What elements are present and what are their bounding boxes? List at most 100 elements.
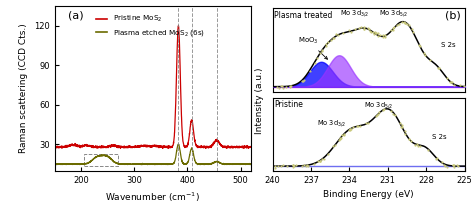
Point: [390, 113, 397, 116]
Point: [287, 84, 294, 87]
Point: [329, 36, 337, 39]
Point: [375, 111, 383, 114]
Point: [436, 66, 443, 70]
Point: [438, 161, 446, 164]
Point: [425, 148, 432, 151]
Point: [451, 165, 458, 168]
Text: S 2s: S 2s: [432, 134, 447, 140]
Point: [336, 138, 344, 141]
Point: [398, 125, 405, 128]
X-axis label: Binding Energy (eV): Binding Energy (eV): [323, 190, 414, 199]
Point: [392, 114, 399, 117]
Point: [329, 145, 337, 148]
Point: [275, 86, 283, 89]
Point: [339, 32, 346, 35]
Point: [374, 113, 382, 116]
Point: [411, 143, 419, 146]
Point: [325, 40, 332, 43]
Point: [360, 26, 368, 29]
Point: [380, 35, 387, 39]
Point: [306, 69, 314, 73]
Text: Plasma treated: Plasma treated: [274, 11, 333, 20]
Point: [372, 115, 380, 118]
Point: [435, 66, 443, 69]
Point: [279, 87, 287, 90]
Point: [453, 164, 461, 167]
Point: [327, 38, 335, 41]
Point: [372, 32, 379, 35]
Point: [414, 144, 422, 147]
Point: [315, 159, 322, 162]
Point: [417, 45, 424, 48]
Point: [318, 158, 325, 161]
Point: [387, 109, 395, 113]
Point: [396, 122, 404, 125]
Point: [379, 108, 387, 112]
Point: [406, 138, 413, 141]
Point: [391, 26, 398, 29]
Point: [373, 32, 380, 35]
Point: [351, 27, 358, 30]
Text: Mo 3d$_{5/2}$: Mo 3d$_{5/2}$: [379, 9, 408, 19]
Point: [380, 107, 387, 111]
Point: [443, 76, 451, 80]
Point: [450, 164, 457, 167]
Point: [345, 128, 353, 132]
Point: [408, 139, 415, 143]
Point: [316, 160, 324, 163]
Point: [316, 159, 324, 162]
Point: [354, 125, 361, 128]
Point: [322, 44, 329, 47]
Point: [379, 33, 386, 36]
Point: [393, 24, 401, 27]
Point: [324, 152, 332, 155]
X-axis label: Wavenumber (cm$^{-1}$): Wavenumber (cm$^{-1}$): [105, 190, 201, 202]
Point: [360, 27, 368, 31]
Point: [390, 27, 397, 30]
Text: Mo 3d$_{3/2}$: Mo 3d$_{3/2}$: [318, 118, 346, 129]
Point: [371, 31, 379, 34]
Point: [401, 130, 409, 133]
Point: [426, 58, 434, 61]
Point: [370, 32, 378, 36]
Point: [340, 133, 347, 136]
Y-axis label: Raman scattering (CCD Cts.): Raman scattering (CCD Cts.): [19, 23, 28, 153]
Point: [449, 164, 457, 167]
Point: [303, 163, 311, 166]
Point: [366, 29, 374, 32]
Point: [395, 22, 402, 25]
Point: [304, 164, 311, 167]
Point: [320, 158, 328, 161]
Point: [286, 85, 294, 88]
Point: [365, 26, 372, 29]
Point: [374, 32, 382, 35]
Point: [282, 85, 290, 88]
Point: [441, 163, 448, 167]
Point: [399, 20, 406, 24]
Point: [301, 163, 308, 166]
Point: [353, 124, 360, 127]
Point: [435, 67, 442, 70]
Point: [330, 36, 338, 39]
Point: [347, 30, 355, 33]
Point: [313, 56, 321, 59]
Point: [335, 138, 342, 141]
Point: [332, 144, 339, 147]
Point: [408, 28, 415, 31]
Text: Pristine: Pristine: [274, 100, 303, 109]
Point: [398, 125, 405, 129]
Point: [298, 164, 306, 167]
Point: [346, 127, 354, 131]
Text: (b): (b): [445, 11, 461, 21]
Point: [413, 143, 421, 146]
Point: [460, 85, 468, 88]
Point: [420, 51, 428, 55]
Text: (a): (a): [68, 11, 84, 21]
Point: [409, 30, 417, 33]
Point: [323, 42, 330, 46]
Point: [349, 125, 357, 129]
Point: [302, 164, 310, 167]
Text: Mo 3d$_{3/2}$: Mo 3d$_{3/2}$: [340, 9, 370, 19]
Point: [389, 28, 397, 32]
Point: [401, 21, 409, 24]
